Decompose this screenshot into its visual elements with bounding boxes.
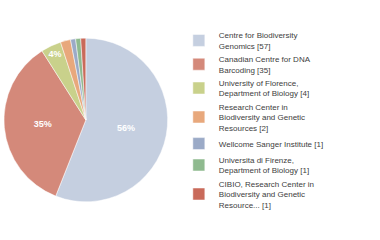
svg-text:35%: 35%: [34, 119, 52, 129]
svg-text:Research Center inBiodiversity: Research Center inBiodiversity and Genet…: [219, 103, 305, 133]
svg-text:CIBIO, Research Center inBiodi: CIBIO, Research Center inBiodiversity an…: [219, 180, 314, 210]
svg-text:University of Florence,Departm: University of Florence,Department of Bio…: [219, 79, 309, 98]
svg-text:4%: 4%: [48, 49, 61, 59]
svg-text:Wellcome Sanger Institute [1]: Wellcome Sanger Institute [1]: [219, 140, 323, 149]
svg-text:Universita di Firenze,Departme: Universita di Firenze,Department of Biol…: [219, 156, 309, 175]
svg-text:56%: 56%: [117, 123, 135, 133]
svg-text:Canadian Centre for DNABarcodi: Canadian Centre for DNABarcoding [35]: [219, 55, 311, 74]
svg-text:Centre for BiodiversityGenomic: Centre for BiodiversityGenomics [57]: [219, 31, 298, 50]
